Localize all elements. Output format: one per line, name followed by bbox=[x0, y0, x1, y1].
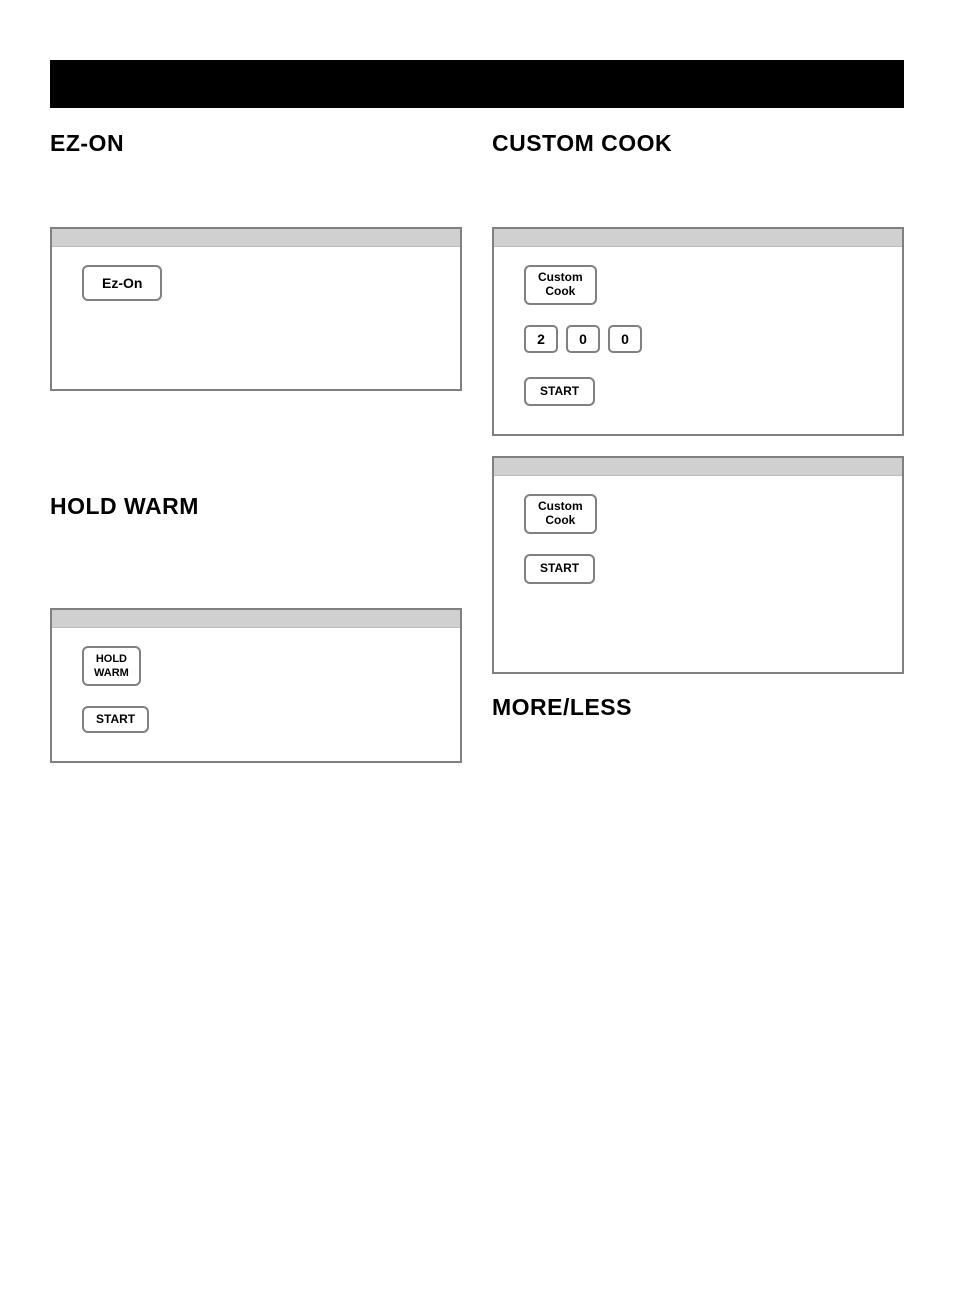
start-button[interactable]: START bbox=[524, 554, 595, 584]
right-column: CUSTOM COOK Custom Cook 2 0 0 bbox=[492, 108, 904, 783]
number-key-0[interactable]: 0 bbox=[608, 325, 642, 353]
start-button[interactable]: START bbox=[524, 377, 595, 407]
black-header-bar bbox=[50, 60, 904, 108]
number-key-2[interactable]: 2 bbox=[524, 325, 558, 353]
customcook-button-line2: Cook bbox=[545, 284, 575, 298]
left-column: EZ-ON Ez-On HOLD WARM bbox=[50, 108, 462, 783]
customcook-panel-2: Custom Cook START bbox=[492, 456, 904, 673]
customcook-button[interactable]: Custom Cook bbox=[524, 265, 597, 305]
start-button[interactable]: START bbox=[82, 706, 149, 734]
number-keys-row: 2 0 0 bbox=[516, 325, 880, 353]
holdwarm-panel: HOLD WARM START bbox=[50, 608, 462, 763]
customcook-button-line1: Custom bbox=[538, 499, 583, 513]
panel-header bbox=[494, 229, 902, 247]
panel-header bbox=[52, 229, 460, 247]
holdwarm-button-line1: HOLD bbox=[96, 653, 127, 665]
customcook-button[interactable]: Custom Cook bbox=[524, 494, 597, 534]
ezon-heading: EZ-ON bbox=[50, 130, 462, 157]
customcook-heading: CUSTOM COOK bbox=[492, 130, 904, 157]
customcook-panel-1: Custom Cook 2 0 0 START bbox=[492, 227, 904, 436]
holdwarm-heading: HOLD WARM bbox=[50, 493, 462, 520]
panel-header bbox=[52, 610, 460, 628]
holdwarm-button-line2: WARM bbox=[94, 667, 129, 679]
ezon-button[interactable]: Ez-On bbox=[82, 265, 162, 301]
panel-header bbox=[494, 458, 902, 476]
ezon-panel: Ez-On bbox=[50, 227, 462, 391]
moreless-heading: MORE/LESS bbox=[492, 694, 904, 721]
customcook-button-line1: Custom bbox=[538, 270, 583, 284]
customcook-button-line2: Cook bbox=[545, 513, 575, 527]
holdwarm-button[interactable]: HOLD WARM bbox=[82, 646, 141, 686]
number-key-0[interactable]: 0 bbox=[566, 325, 600, 353]
